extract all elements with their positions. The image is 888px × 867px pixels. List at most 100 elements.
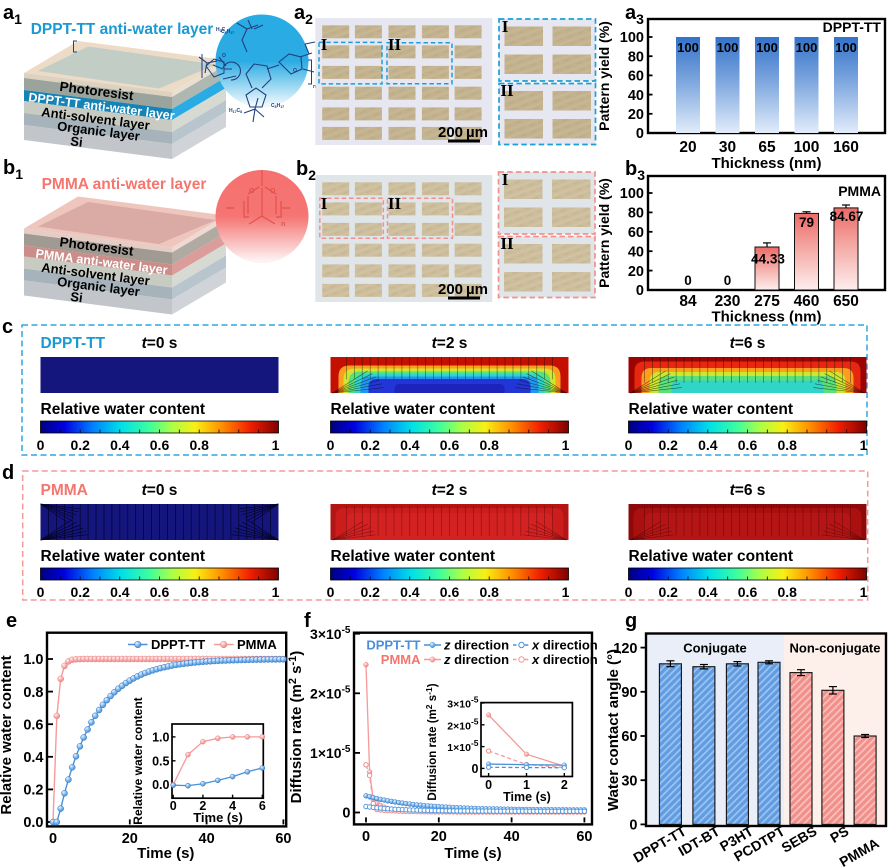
svg-text:100: 100 <box>717 40 739 55</box>
svg-text:t=2 s: t=2 s <box>432 482 468 499</box>
svg-text:20: 20 <box>431 829 447 845</box>
svg-text:84: 84 <box>679 293 697 310</box>
svg-text:DPPT-TT: DPPT-TT <box>366 638 420 653</box>
svg-text:0.6: 0.6 <box>150 437 170 453</box>
svg-text:0.8: 0.8 <box>777 584 797 600</box>
svg-text:650: 650 <box>833 293 859 310</box>
svg-text:0.0: 0.0 <box>23 815 43 831</box>
svg-text:100: 100 <box>796 40 818 55</box>
svg-text:1: 1 <box>860 584 868 600</box>
svg-text:3×10-5: 3×10-5 <box>447 695 478 711</box>
svg-text:0: 0 <box>625 584 633 600</box>
svg-text:DPPT-TT: DPPT-TT <box>151 637 205 652</box>
svg-text:100: 100 <box>835 40 857 55</box>
svg-text:0.4: 0.4 <box>698 584 718 600</box>
svg-text:100: 100 <box>620 186 644 202</box>
svg-text:60: 60 <box>275 831 291 847</box>
svg-text:0: 0 <box>625 437 633 453</box>
svg-text:0: 0 <box>170 799 177 813</box>
svg-text:0: 0 <box>485 778 492 792</box>
svg-text:0: 0 <box>472 762 479 776</box>
svg-text:Time (s): Time (s) <box>193 810 243 825</box>
svg-text:90: 90 <box>621 685 637 701</box>
svg-text:Conjugate: Conjugate <box>683 641 747 656</box>
svg-text:80: 80 <box>628 49 644 65</box>
svg-text:Relative water content: Relative water content <box>331 548 496 565</box>
svg-text:z direction: z direction <box>443 638 509 653</box>
svg-text:x direction: x direction <box>531 652 598 667</box>
svg-text:60: 60 <box>628 69 644 85</box>
svg-text:100: 100 <box>677 40 699 55</box>
svg-text:0: 0 <box>629 818 637 834</box>
svg-text:20: 20 <box>628 264 644 280</box>
svg-text:0.2: 0.2 <box>360 437 380 453</box>
svg-text:H17C8: H17C8 <box>229 108 242 114</box>
svg-text:PMMA: PMMA <box>838 183 881 199</box>
svg-text:Pattern yield (%): Pattern yield (%) <box>596 178 612 288</box>
svg-text:0.6: 0.6 <box>440 584 460 600</box>
svg-text:4: 4 <box>229 799 236 813</box>
svg-text:0: 0 <box>362 829 370 845</box>
svg-text:b2: b2 <box>296 158 316 183</box>
svg-text:z direction: z direction <box>443 652 509 667</box>
svg-text:0.0: 0.0 <box>152 778 169 792</box>
svg-text:0.2: 0.2 <box>658 437 678 453</box>
svg-text:e: e <box>6 610 17 632</box>
svg-text:0.4: 0.4 <box>698 437 718 453</box>
svg-text:0.4: 0.4 <box>110 437 130 453</box>
svg-text:Relative water content: Relative water content <box>0 655 15 814</box>
svg-text:60: 60 <box>628 225 644 241</box>
svg-text:0: 0 <box>636 126 644 142</box>
svg-text:2×10-5: 2×10-5 <box>447 716 478 732</box>
svg-text:Water contact angle (°): Water contact angle (°) <box>605 649 622 811</box>
svg-text:100: 100 <box>794 139 820 156</box>
svg-text:Time (s): Time (s) <box>137 845 194 862</box>
svg-text:PMMA anti-water layer: PMMA anti-water layer <box>42 176 207 193</box>
svg-text:6: 6 <box>259 799 266 813</box>
svg-text:1×10-5: 1×10-5 <box>447 738 478 754</box>
svg-text:Diffusion rate (m2 s-1): Diffusion rate (m2 s-1) <box>424 683 439 800</box>
svg-text:O: O <box>249 188 255 195</box>
svg-text:160: 160 <box>833 139 859 156</box>
svg-text:40: 40 <box>628 88 644 104</box>
svg-text:b3: b3 <box>625 158 645 183</box>
svg-text:2: 2 <box>561 778 568 792</box>
svg-text:d: d <box>2 462 14 484</box>
svg-text:Si: Si <box>70 289 84 305</box>
svg-text:0.8: 0.8 <box>777 437 797 453</box>
svg-text:Non-conjugate: Non-conjugate <box>790 641 881 656</box>
svg-text:t=2 s: t=2 s <box>432 335 468 352</box>
svg-text:I: I <box>321 35 328 54</box>
svg-text:1.0: 1.0 <box>23 652 43 668</box>
svg-text:3×10-5: 3×10-5 <box>310 625 351 642</box>
svg-text:0.4: 0.4 <box>110 584 130 600</box>
svg-text:Relative water content: Relative water content <box>331 401 496 418</box>
svg-text:20: 20 <box>679 139 696 156</box>
svg-text:Relative water content: Relative water content <box>41 548 206 565</box>
svg-text:SEBS: SEBS <box>778 823 819 856</box>
svg-text:DPPT-TT: DPPT-TT <box>41 335 106 352</box>
svg-text:f: f <box>304 610 311 632</box>
svg-text:t=6 s: t=6 s <box>730 335 766 352</box>
svg-text:0: 0 <box>37 437 45 453</box>
svg-text:a3: a3 <box>625 2 644 27</box>
svg-text:Diffusion rate (m2 s-1): Diffusion rate (m2 s-1) <box>287 651 305 804</box>
svg-text:x direction: x direction <box>531 638 598 653</box>
svg-text:0: 0 <box>327 437 335 453</box>
svg-text:60: 60 <box>576 829 592 845</box>
svg-text:0: 0 <box>684 273 692 288</box>
svg-text:0: 0 <box>327 584 335 600</box>
svg-text:C8H17: C8H17 <box>271 103 284 109</box>
svg-text:C8H17: C8H17 <box>221 29 234 35</box>
svg-text:0.2: 0.2 <box>70 584 90 600</box>
svg-text:I: I <box>321 194 328 213</box>
svg-text:H3C: H3C <box>216 27 226 33</box>
svg-text:II: II <box>500 234 514 253</box>
svg-text:I: I <box>502 17 509 36</box>
svg-text:Pattern yield (%): Pattern yield (%) <box>596 21 612 131</box>
svg-text:2×10-5: 2×10-5 <box>310 685 351 702</box>
svg-text:275: 275 <box>754 293 780 310</box>
svg-text:1.0: 1.0 <box>152 730 169 744</box>
svg-text:0: 0 <box>342 806 350 822</box>
svg-text:0.8: 0.8 <box>479 437 499 453</box>
